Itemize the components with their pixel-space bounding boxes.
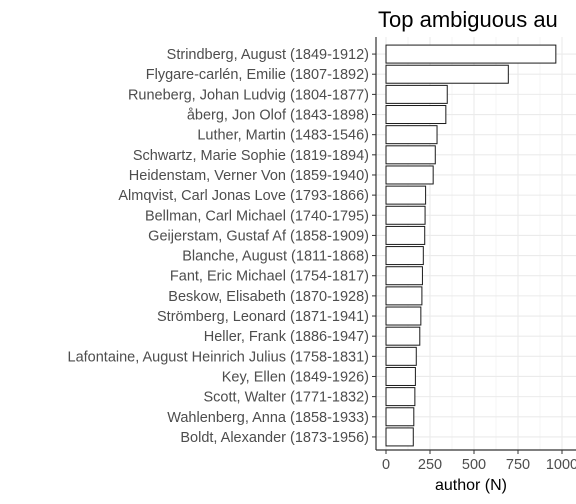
bar bbox=[385, 326, 421, 346]
bar bbox=[385, 286, 423, 306]
y-tick-label: Blanche, August (1811-1868) bbox=[182, 249, 369, 265]
x-tick-label: 1000 bbox=[546, 457, 576, 473]
bar bbox=[385, 125, 438, 145]
bar bbox=[385, 185, 427, 205]
bar bbox=[385, 306, 422, 326]
y-tick-label: Heidenstam, Verner Von (1859-1940) bbox=[129, 168, 369, 184]
bars-layer bbox=[385, 44, 557, 447]
y-tick-label: Flygare-carlén, Emilie (1807-1892) bbox=[146, 67, 369, 83]
bar bbox=[385, 225, 426, 245]
y-tick-label: Fant, Eric Michael (1754-1817) bbox=[170, 269, 369, 285]
bar bbox=[385, 427, 414, 447]
x-axis-label: author (N) bbox=[435, 477, 507, 494]
y-tick-label: Key, Ellen (1849-1926) bbox=[222, 369, 369, 385]
y-tick-label: Runeberg, Johan Ludvig (1804-1877) bbox=[128, 87, 369, 103]
y-tick-label: Wahlenberg, Anna (1858-1933) bbox=[167, 410, 369, 426]
y-tick-label: Strömberg, Leonard (1871-1941) bbox=[157, 309, 369, 325]
bar bbox=[385, 346, 417, 366]
x-tick-label: 250 bbox=[418, 457, 442, 473]
bar bbox=[385, 407, 415, 427]
x-tick-label: 0 bbox=[382, 457, 390, 473]
y-tick-label: Scott, Walter (1771-1832) bbox=[204, 390, 369, 406]
y-tick-label: Strindberg, August (1849-1912) bbox=[167, 47, 369, 63]
x-tick-label: 500 bbox=[462, 457, 486, 473]
y-tick-label: Lafontaine, August Heinrich Julius (1758… bbox=[68, 349, 369, 365]
y-tick-label: Schwartz, Marie Sophie (1819-1894) bbox=[133, 148, 369, 164]
bar bbox=[385, 205, 426, 225]
axis-layer: Strindberg, August (1849-1912) Flygare-ca… bbox=[68, 37, 576, 473]
y-tick-label: Almqvist, Carl Jonas Love (1793-1866) bbox=[118, 188, 369, 204]
y-tick-label: Bellman, Carl Michael (1740-1795) bbox=[145, 208, 369, 224]
y-tick-label: Geijerstam, Gustaf Af (1858-1909) bbox=[148, 228, 369, 244]
bar bbox=[385, 105, 447, 125]
bar bbox=[385, 145, 436, 165]
bar bbox=[385, 266, 423, 286]
x-tick-label: 750 bbox=[506, 457, 530, 473]
bar bbox=[385, 84, 448, 104]
bar bbox=[385, 44, 557, 64]
y-tick-label: Luther, Martin (1483-1546) bbox=[197, 128, 369, 144]
bar bbox=[385, 387, 416, 407]
y-tick-label: åberg, Jon Olof (1843-1898) bbox=[187, 108, 369, 124]
bar bbox=[385, 246, 424, 266]
bar bbox=[385, 165, 434, 185]
bar bbox=[385, 366, 416, 386]
bar bbox=[385, 64, 509, 84]
y-tick-label: Boldt, Alexander (1873-1956) bbox=[180, 430, 369, 446]
y-tick-label: Beskow, Elisabeth (1870-1928) bbox=[168, 289, 369, 305]
y-tick-label: Heller, Frank (1886-1947) bbox=[204, 329, 369, 345]
chart-title: Top ambiguous au bbox=[378, 7, 558, 32]
